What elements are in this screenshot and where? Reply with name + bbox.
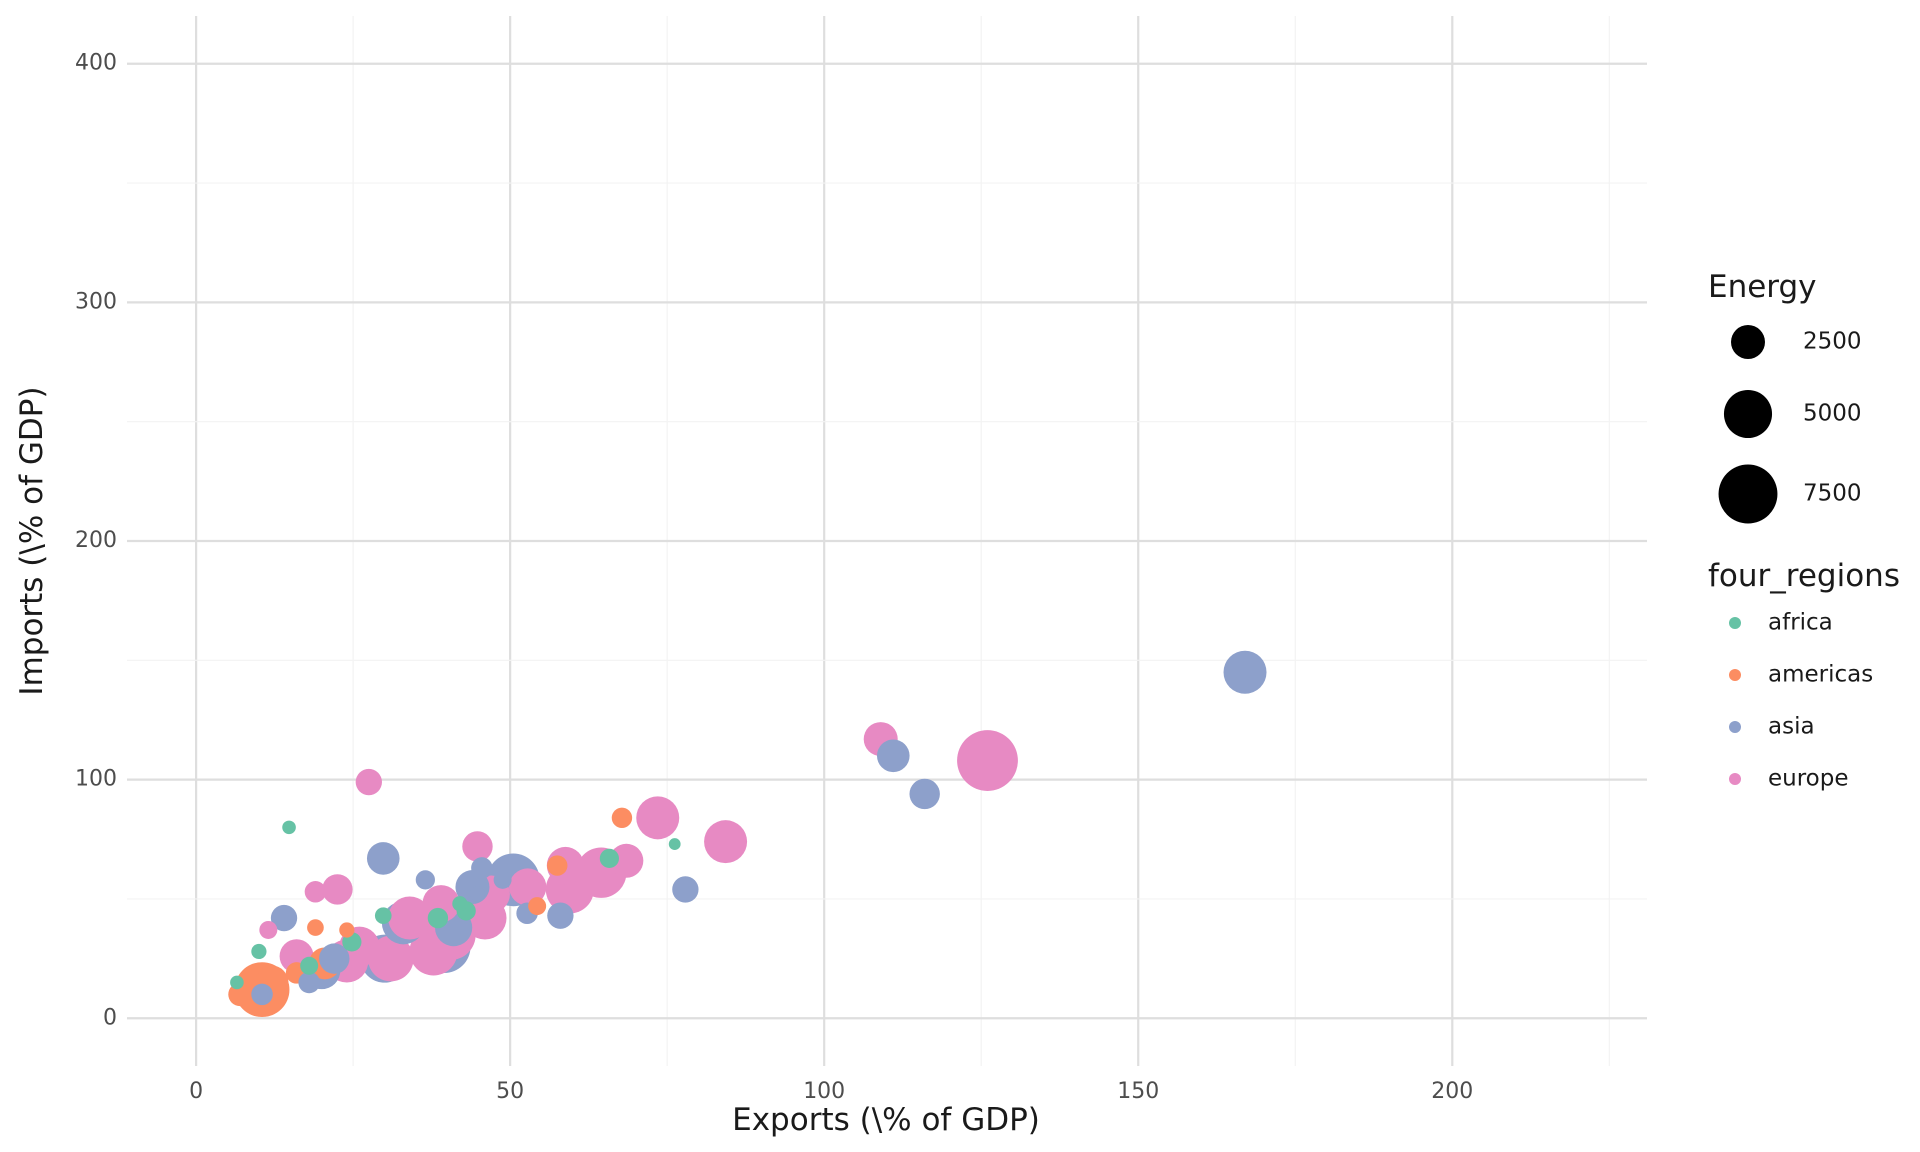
color-legend-label: asia	[1768, 714, 1815, 740]
x-axis-title: Exports (\% of GDP)	[732, 1102, 1040, 1138]
color-legend-label: europe	[1768, 766, 1849, 792]
x-tick-label: 150	[1117, 1079, 1159, 1104]
color-legend-title: four_regions	[1708, 558, 1900, 594]
x-tick-label: 100	[803, 1079, 845, 1104]
data-point-asia	[469, 886, 486, 902]
color-legend-swatch	[1729, 773, 1741, 785]
size-legend-items: 2500 5000 7500	[1718, 325, 1862, 524]
size-legend-label: 5000	[1803, 401, 1862, 427]
data-point-asia	[298, 971, 320, 994]
data-point-europe	[388, 896, 432, 940]
data-point-europe	[509, 868, 547, 906]
data-point-europe	[957, 730, 1018, 791]
x-tick-label: 50	[496, 1079, 524, 1104]
y-tick-label: 0	[103, 1005, 117, 1030]
data-point-africa	[374, 907, 392, 924]
data-point-asia	[471, 857, 493, 879]
data-point-africa	[427, 907, 449, 929]
data-point-asia	[415, 870, 435, 890]
data-point-europe	[259, 920, 278, 939]
x-axis-ticks: 0 50 100 150 200	[189, 1079, 1473, 1104]
size-legend: Energy 2500 5000 7500	[1708, 269, 1862, 524]
data-point-europe	[355, 768, 382, 796]
data-point-africa	[230, 975, 244, 990]
color-legend-label: africa	[1768, 610, 1833, 636]
data-point-americas	[547, 855, 568, 876]
y-tick-label: 200	[75, 528, 117, 553]
data-point-americas	[307, 919, 324, 936]
size-legend-key	[1718, 464, 1778, 524]
data-point-asia	[251, 983, 273, 1006]
data-point-asia	[270, 904, 298, 932]
data-point-americas	[611, 807, 633, 829]
data-point-africa	[599, 848, 619, 869]
x-tick-label: 0	[189, 1079, 203, 1104]
data-point-europe	[609, 843, 644, 878]
data-point-europe	[304, 881, 327, 903]
data-point-africa	[251, 943, 267, 960]
data-point-europe	[462, 831, 493, 862]
data-point-europe	[704, 820, 748, 864]
data-point-africa	[300, 956, 319, 975]
data-point-americas	[339, 922, 355, 938]
data-point-asia	[366, 842, 400, 875]
data-points	[228, 650, 1267, 1018]
size-legend-title: Energy	[1708, 269, 1817, 305]
data-point-asia	[319, 943, 350, 974]
size-legend-key	[1731, 325, 1765, 359]
color-legend-items: africa americas asia europe	[1729, 610, 1873, 792]
data-point-asia	[909, 778, 940, 810]
data-point-africa	[282, 820, 296, 835]
y-axis-title: Imports (\% of GDP)	[14, 386, 50, 695]
data-point-europe	[322, 874, 353, 905]
data-point-asia	[1223, 650, 1267, 694]
grid-lines	[127, 16, 1647, 1066]
y-tick-label: 100	[75, 767, 117, 792]
data-point-asia	[672, 876, 699, 903]
data-point-asia	[547, 902, 574, 929]
data-point-asia	[493, 870, 512, 889]
color-legend-label: americas	[1768, 662, 1873, 688]
x-tick-label: 200	[1431, 1079, 1473, 1104]
color-legend-swatch	[1729, 617, 1741, 629]
data-point-asia	[876, 739, 910, 773]
data-point-africa	[452, 896, 468, 912]
size-legend-key	[1723, 389, 1773, 439]
data-point-africa	[668, 838, 681, 850]
size-legend-label: 7500	[1803, 481, 1862, 507]
y-tick-label: 400	[75, 51, 117, 76]
data-point-europe	[636, 796, 680, 840]
size-legend-label: 2500	[1803, 329, 1862, 355]
data-point-americas	[528, 897, 547, 916]
color-legend-swatch	[1729, 669, 1741, 681]
y-tick-label: 300	[75, 289, 117, 314]
color-legend-swatch	[1729, 721, 1741, 733]
color-legend: four_regions africa americas asia europe	[1708, 558, 1900, 792]
y-axis-ticks: 0 100 200 300 400	[75, 51, 117, 1031]
